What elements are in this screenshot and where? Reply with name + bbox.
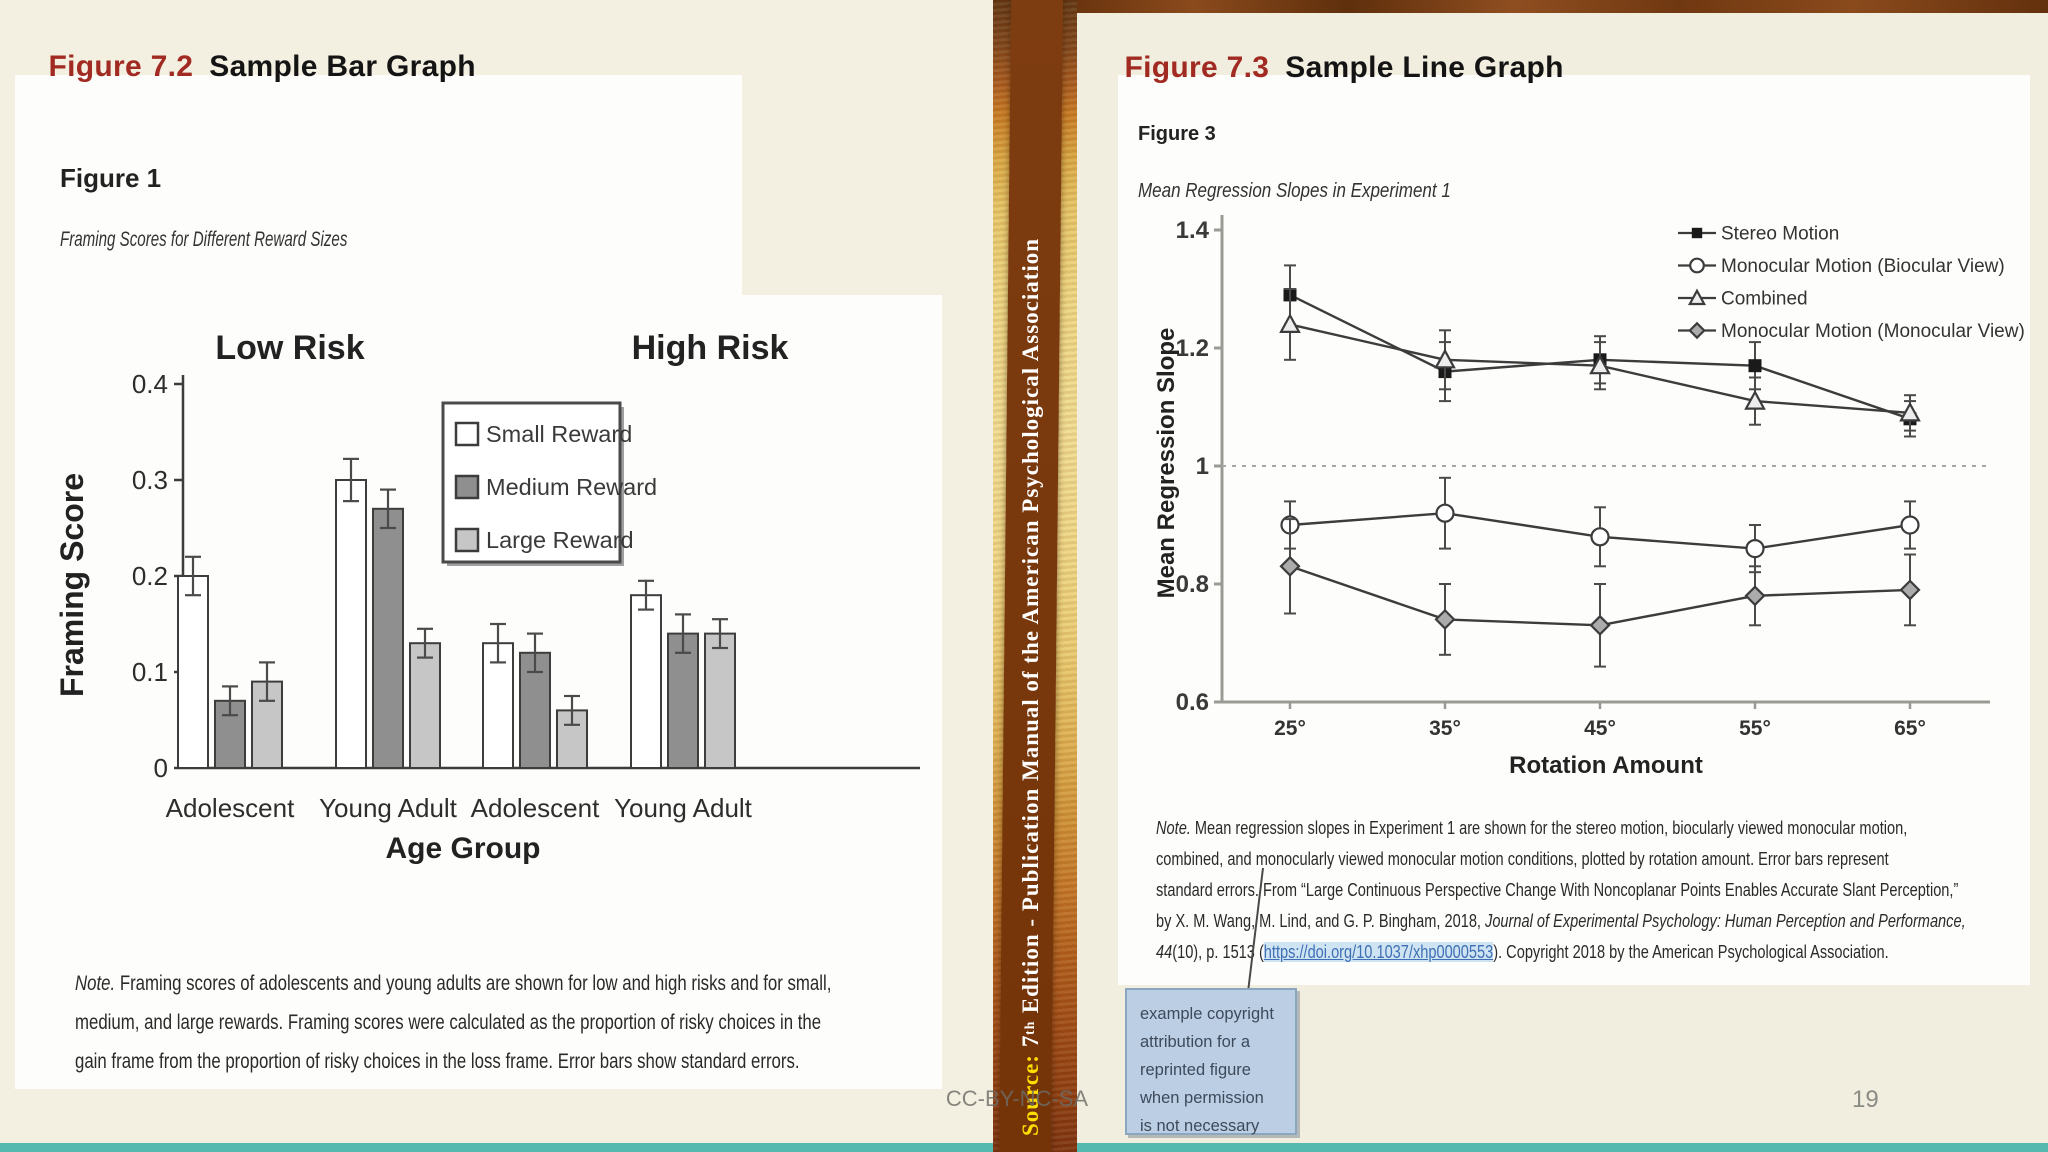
- doi-link[interactable]: https://doi.org/10.1037/xhp0000553: [1263, 942, 1494, 962]
- y-tick-label: 0.8: [1176, 571, 1209, 598]
- bar: [177, 575, 209, 769]
- left-figure-heading-title: Sample Bar Graph: [209, 50, 476, 83]
- series-large-reward: [251, 618, 736, 770]
- legend-label: Stereo Motion: [1721, 224, 1839, 245]
- bar: [630, 594, 662, 770]
- bar-figure-label: Figure 1: [60, 163, 162, 193]
- edition-number: 7: [1018, 1034, 1043, 1048]
- legend-label: Large Reward: [486, 527, 634, 553]
- line-figure-label: Figure 3: [1138, 123, 1216, 145]
- page-number: 19: [1852, 1086, 1879, 1113]
- y-tick-label: 0: [154, 753, 168, 783]
- x-axis-title: Age Group: [386, 832, 541, 865]
- source-band: [993, 0, 1077, 1152]
- series-monocular-motion-monocular-view-: [1279, 518, 1921, 668]
- bar: [482, 642, 514, 770]
- legend-swatch: [454, 421, 480, 447]
- bar-legend: Small Reward Medium Reward Large Reward: [441, 401, 657, 566]
- bar-axes: 0 0.1 0.2 0.3 0.4 Low Risk High Risk: [132, 329, 920, 783]
- y-tick-label: 1.4: [1176, 217, 1210, 244]
- y-tick-label: 0.2: [132, 561, 168, 591]
- x-tick-label: 65°: [1894, 717, 1926, 740]
- series-monocular-motion-biocular-view-: [1280, 476, 1920, 574]
- x-category-label: Young Adult: [614, 793, 753, 823]
- risk-group-header: High Risk: [632, 329, 789, 367]
- x-tick-label: 35°: [1429, 717, 1461, 740]
- callout-note: example copyright attribution for a repr…: [1125, 988, 1297, 1135]
- y-tick-label: 0.4: [132, 369, 168, 399]
- bar-figure-note: Note. Framing scores of adolescents and …: [75, 972, 832, 1073]
- x-category-label: Young Adult: [319, 793, 458, 823]
- line-chart: 0.6 0.8 1 1.2 1.4 25° 35° 45° 55° 65° Rotation Amo…: [1153, 215, 2025, 779]
- line-figure-title: Mean Regression Slopes in Experiment 1: [1138, 180, 1451, 202]
- bar-series: [177, 457, 736, 770]
- bar-figure-panel: 0 0.1 0.2 0.3 0.4 Low Risk High Risk Adolescent…: [15, 75, 942, 1089]
- callout-line: example copyright: [1140, 1005, 1274, 1023]
- series-medium-reward: [214, 488, 699, 769]
- legend-label: Monocular Motion (Biocular View): [1721, 256, 2005, 277]
- bar: [372, 507, 404, 769]
- bar-figure-title: Framing Scores for Different Reward Size…: [60, 228, 348, 251]
- callout-line: is not necessary: [1140, 1117, 1260, 1135]
- x-tick-label: 45°: [1584, 717, 1616, 740]
- texture-strip-top: [1077, 0, 2048, 13]
- legend-label: Combined: [1721, 289, 1808, 310]
- y-tick-label: 1.2: [1176, 335, 1209, 362]
- bar: [335, 479, 367, 769]
- y-tick-label: 1: [1196, 453, 1209, 480]
- panel-notch: [742, 75, 942, 295]
- y-tick-label: 0.1: [132, 657, 168, 687]
- line-axes: 0.6 0.8 1 1.2 1.4 25° 35° 45° 55° 65°: [1176, 215, 1990, 740]
- y-tick-label: 0.6: [1176, 689, 1209, 716]
- x-axis-title: Rotation Amount: [1509, 752, 1703, 779]
- y-tick-label: 0.3: [132, 465, 168, 495]
- callout-line: attribution for a: [1140, 1033, 1251, 1051]
- legend-swatch: [454, 474, 480, 500]
- y-axis-title: Mean Regression Slope: [1153, 328, 1180, 599]
- series-combined: [1279, 288, 1921, 432]
- line-figure-panel: 0.6 0.8 1 1.2 1.4 25° 35° 45° 55° 65° Rotation Amo…: [1118, 75, 2030, 985]
- callout-line: reprinted figure: [1140, 1061, 1251, 1079]
- bar: [704, 632, 736, 769]
- legend-swatch: [454, 527, 480, 553]
- right-figure-heading: Figure 7.3 Sample Line Graph: [1090, 17, 1564, 119]
- risk-group-header: Low Risk: [215, 329, 364, 367]
- line-legend: Stereo Motion Monocular Motion (Biocular …: [1678, 224, 2025, 342]
- callout-line: when permission: [1140, 1089, 1264, 1107]
- x-category-label: Adolescent: [166, 793, 295, 823]
- x-category-label: Adolescent: [471, 793, 600, 823]
- source-text: Edition - Publication Manual of the Amer…: [1018, 238, 1043, 1021]
- series-small-reward: [177, 457, 662, 770]
- left-figure-heading: Figure 7.2 Sample Bar Graph: [14, 16, 476, 118]
- legend-label: Medium Reward: [486, 474, 657, 500]
- x-tick-label: 55°: [1739, 717, 1771, 740]
- edition-suffix: th: [1023, 1020, 1038, 1035]
- line-figure-note: Note. Mean regression slopes in Experime…: [1156, 818, 1966, 962]
- legend-label: Small Reward: [486, 421, 632, 447]
- left-figure-number: Figure 7.2: [48, 50, 194, 83]
- bar: [409, 642, 441, 770]
- right-figure-heading-title: Sample Line Graph: [1285, 51, 1564, 84]
- license-text: CC-BY-NC-SA: [945, 1086, 1089, 1111]
- right-figure-number: Figure 7.3: [1124, 51, 1270, 84]
- y-axis-title: Framing Score: [54, 473, 90, 697]
- x-tick-label: 25°: [1274, 717, 1306, 740]
- legend-label: Monocular Motion (Monocular View): [1721, 321, 2025, 342]
- bar-chart: 0 0.1 0.2 0.3 0.4 Low Risk High Risk Adolescent…: [54, 329, 920, 865]
